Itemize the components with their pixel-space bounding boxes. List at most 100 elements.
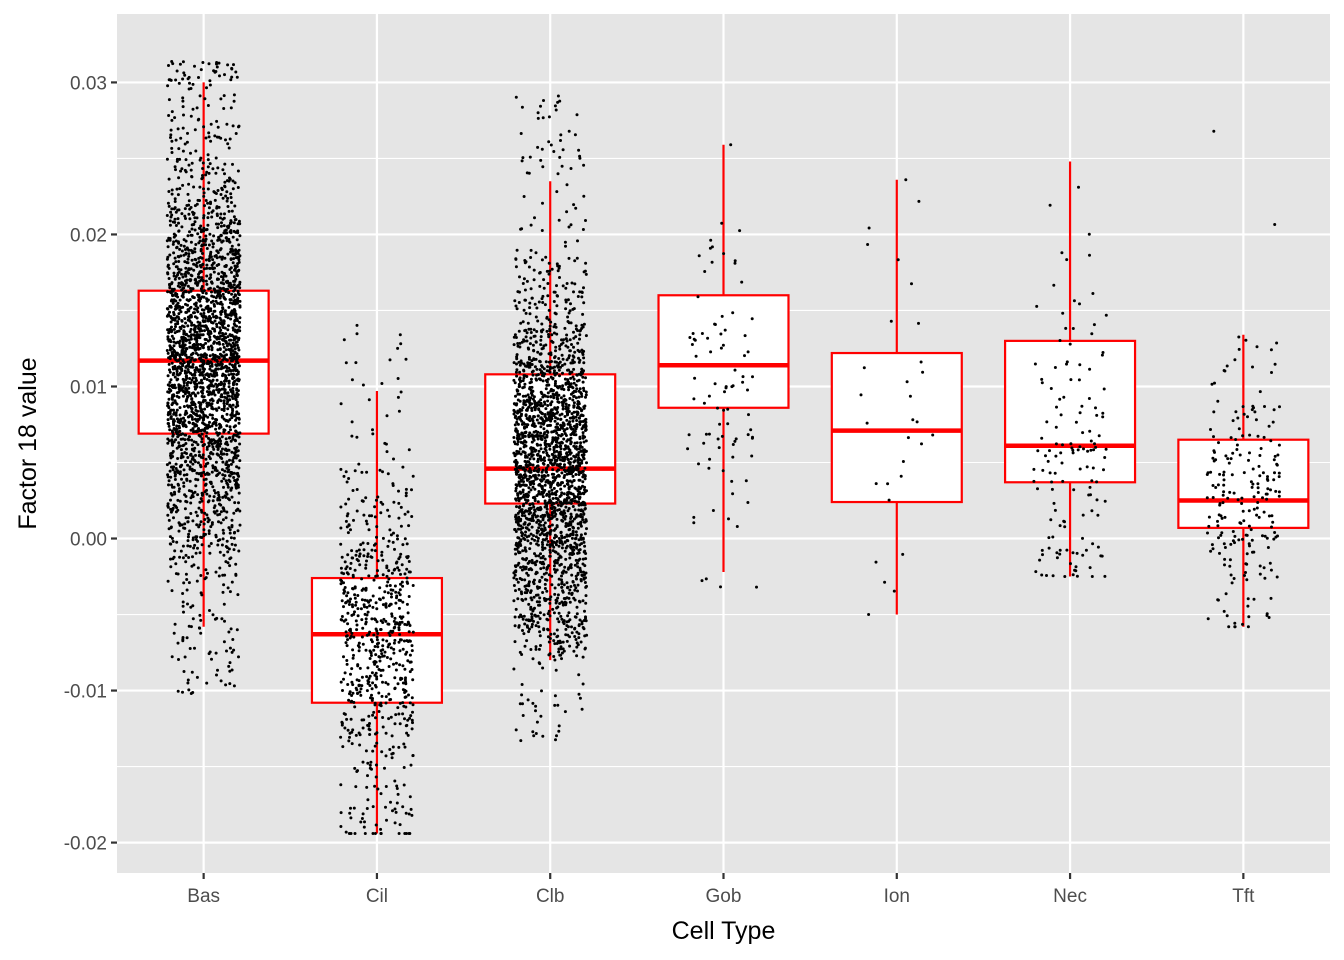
data-point <box>181 183 185 187</box>
data-point <box>369 650 373 654</box>
data-point <box>537 603 540 607</box>
data-point <box>404 695 408 699</box>
data-point <box>348 692 351 696</box>
data-point <box>349 832 353 835</box>
data-point <box>230 395 234 398</box>
data-point <box>577 624 581 628</box>
data-point <box>203 511 207 515</box>
data-point <box>166 418 170 422</box>
data-point <box>238 234 242 238</box>
data-point <box>358 733 362 737</box>
data-point <box>191 555 194 559</box>
data-point <box>177 529 181 533</box>
data-point <box>353 610 356 614</box>
data-point <box>536 614 540 618</box>
data-point <box>566 614 570 618</box>
data-point <box>179 456 183 460</box>
data-point <box>360 577 364 581</box>
data-point <box>193 220 197 224</box>
data-point <box>221 460 225 464</box>
data-point <box>574 390 578 393</box>
data-point <box>554 543 558 547</box>
data-point <box>173 197 177 201</box>
data-point <box>526 321 530 325</box>
data-point <box>205 228 209 231</box>
data-point <box>230 472 234 476</box>
data-point <box>373 505 377 509</box>
data-point <box>574 445 578 449</box>
data-point <box>581 557 585 561</box>
data-point <box>226 483 230 487</box>
data-point <box>543 303 547 307</box>
data-point <box>582 356 586 360</box>
data-point <box>216 348 220 352</box>
data-point <box>177 176 181 180</box>
data-point <box>194 538 198 541</box>
data-point <box>379 668 383 672</box>
data-point <box>514 515 517 519</box>
data-point <box>209 139 213 143</box>
data-point <box>374 601 378 605</box>
data-point <box>231 638 235 641</box>
data-point <box>217 61 221 65</box>
data-point <box>238 316 242 320</box>
data-point <box>548 637 552 640</box>
data-point <box>233 288 237 292</box>
data-point <box>177 419 181 423</box>
data-point <box>347 698 351 702</box>
data-point <box>203 97 207 101</box>
data-point <box>349 629 352 633</box>
data-point <box>181 394 185 398</box>
data-point <box>349 561 353 565</box>
data-point <box>172 631 176 635</box>
data-point <box>561 148 565 152</box>
data-point <box>395 784 399 788</box>
data-point <box>193 393 197 397</box>
data-point <box>170 655 174 659</box>
data-point <box>222 404 226 408</box>
data-point <box>220 338 224 341</box>
data-point <box>182 244 186 248</box>
data-point <box>354 619 358 623</box>
data-point <box>548 447 552 451</box>
data-point <box>563 463 566 467</box>
data-point <box>214 651 218 655</box>
data-point <box>571 386 575 390</box>
data-point <box>566 625 570 629</box>
data-point <box>221 292 225 296</box>
data-point <box>232 352 236 356</box>
data-point <box>574 383 578 387</box>
data-point <box>364 617 368 621</box>
data-point <box>181 592 185 595</box>
data-point <box>350 667 354 671</box>
data-point <box>396 682 400 686</box>
data-point <box>570 631 574 635</box>
data-point <box>227 209 231 213</box>
data-point <box>182 381 186 385</box>
data-point <box>530 537 534 541</box>
data-point <box>170 151 174 154</box>
data-point <box>544 255 548 259</box>
data-point <box>194 149 198 153</box>
data-point <box>200 390 203 394</box>
data-point <box>185 636 189 640</box>
data-point <box>198 463 202 467</box>
data-point <box>399 390 403 394</box>
data-point <box>523 538 527 541</box>
data-point <box>582 570 585 574</box>
data-point <box>205 170 209 174</box>
data-point <box>517 329 521 333</box>
data-point <box>177 424 181 428</box>
data-point <box>381 558 385 562</box>
data-point <box>345 662 349 666</box>
data-point <box>212 315 216 319</box>
data-point <box>576 583 580 587</box>
data-point <box>199 618 203 622</box>
data-point <box>400 620 404 624</box>
data-point <box>189 267 193 271</box>
data-point <box>201 371 205 374</box>
data-point <box>232 299 236 303</box>
data-point <box>556 558 560 562</box>
data-point <box>199 406 202 410</box>
data-point <box>366 555 370 558</box>
